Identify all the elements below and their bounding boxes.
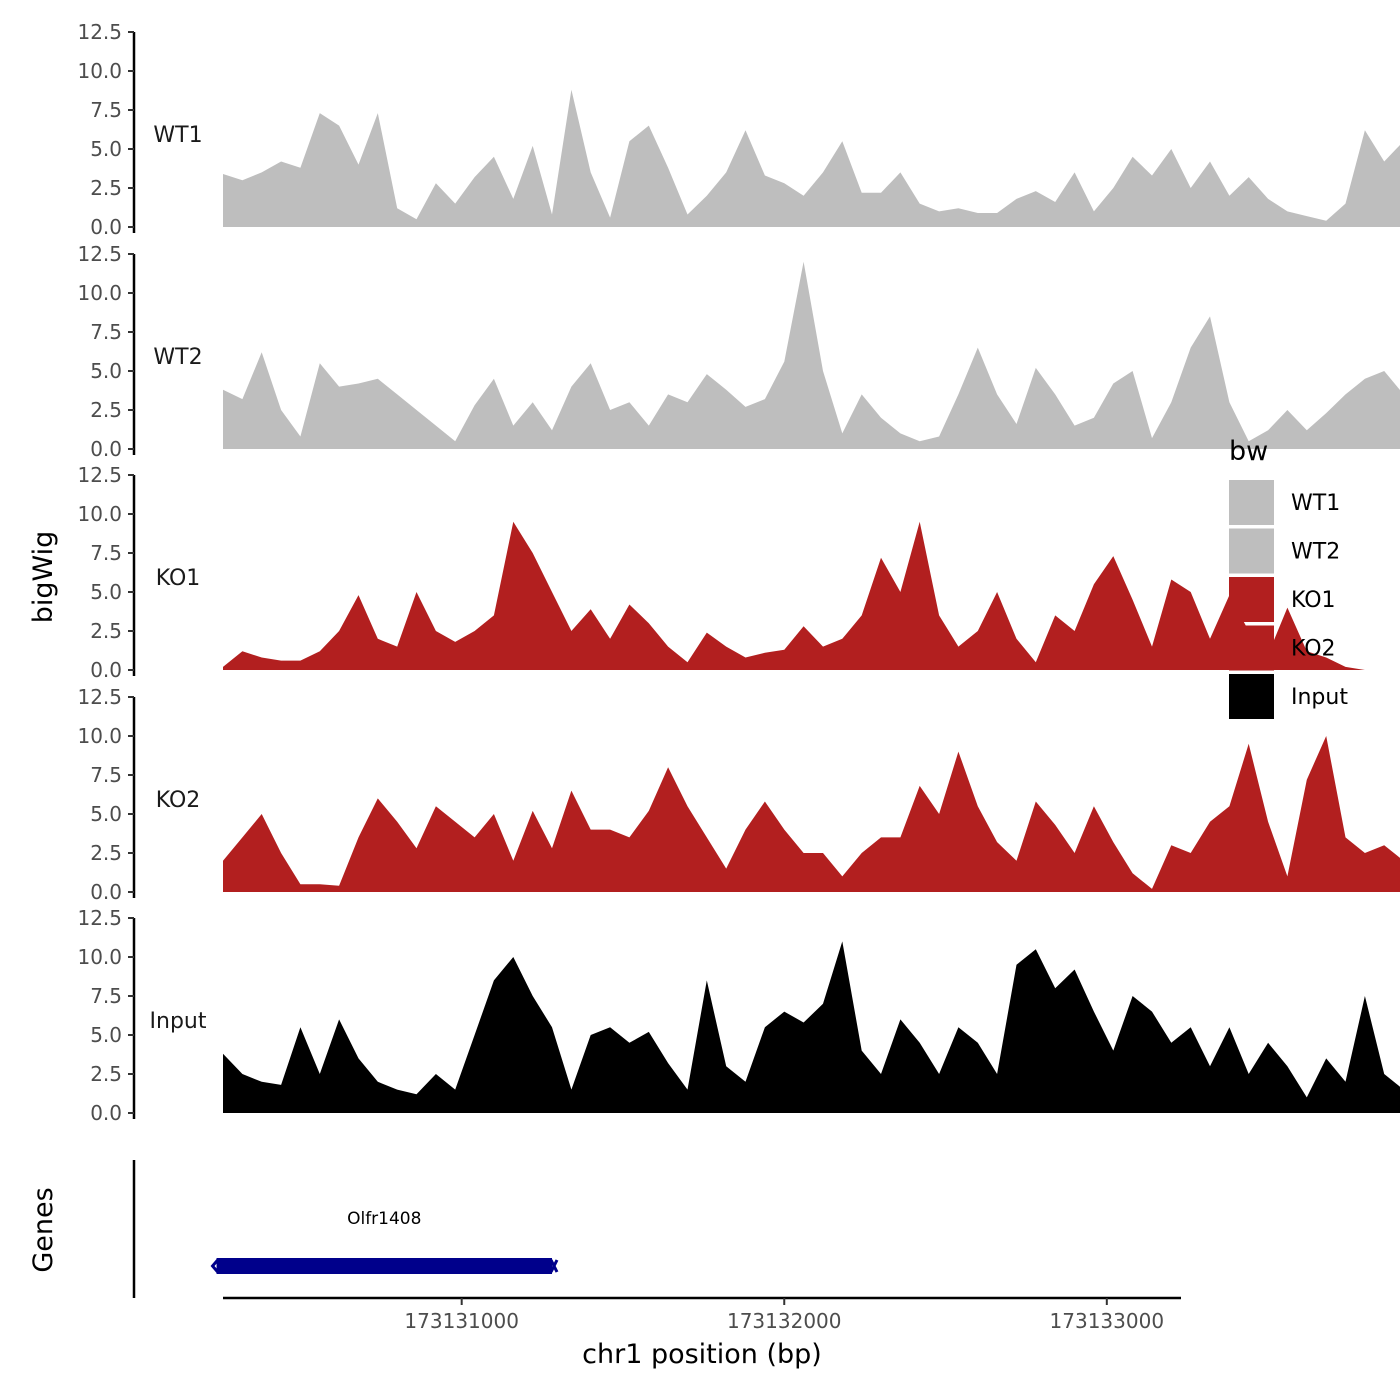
- legend-swatch: [1229, 674, 1274, 719]
- y-tick-label: 2.5: [90, 1062, 122, 1086]
- x-axis: 173131000 173132000 173133000: [223, 1296, 1181, 1333]
- y-tick-label: 5.0: [90, 580, 122, 604]
- y-tick-label: 0.0: [90, 215, 122, 239]
- y-tick-label: 10.0: [77, 724, 122, 748]
- y-tick-label: 12.5: [77, 463, 122, 487]
- track-label: WT2: [153, 345, 202, 370]
- y-tick-label: 5.0: [90, 802, 122, 826]
- legend-title: bw: [1229, 436, 1268, 467]
- gene-track-title: Genes: [28, 1187, 59, 1272]
- track-label: Input: [150, 1009, 207, 1034]
- gene-strand-right-mark: [549, 1259, 559, 1273]
- legend-item-wt1: WT1: [1229, 480, 1340, 525]
- x-tick-label: 173133000: [1050, 1309, 1165, 1333]
- y-tick-label: 10.0: [77, 502, 122, 526]
- y-tick-label: 0.0: [90, 1101, 122, 1125]
- y-tick-label: 10.0: [77, 945, 122, 969]
- legend-item-input: Input: [1229, 674, 1348, 719]
- y-tick-label: 12.5: [77, 685, 122, 709]
- y-tick-label: 7.5: [90, 763, 122, 787]
- gene-track: Olfr1408: [132, 1160, 559, 1298]
- legend-label: KO2: [1291, 637, 1336, 662]
- legend-swatch: [1229, 480, 1274, 525]
- y-tick-label: 10.0: [77, 59, 122, 83]
- area-ko1: [223, 521, 1400, 670]
- y-tick-label: 2.5: [90, 398, 122, 422]
- track-wt1: 0.0 2.5 5.0 7.5 10.0 12.5 WT1: [77, 20, 1400, 239]
- y-tick-label: 0.0: [90, 437, 122, 461]
- y-tick-label: 12.5: [77, 906, 122, 930]
- gene-label: Olfr1408: [347, 1209, 421, 1229]
- y-tick-label: 2.5: [90, 619, 122, 643]
- x-tick-label: 173132000: [727, 1309, 842, 1333]
- legend-item-ko2: KO2: [1229, 625, 1336, 671]
- legend-swatch: [1229, 528, 1274, 574]
- legend-label: KO1: [1291, 588, 1336, 613]
- track-ko1: 0.0 2.5 5.0 7.5 10.0 12.5 KO1: [77, 463, 1400, 682]
- y-tick-label: 0.0: [90, 880, 122, 904]
- legend-item-ko1: KO1: [1229, 577, 1336, 622]
- track-label: KO1: [156, 566, 201, 591]
- area-input: [223, 941, 1400, 1113]
- y-tick-label: 7.5: [90, 98, 122, 122]
- y-tick-label: 5.0: [90, 1023, 122, 1047]
- y-tick-label: 7.5: [90, 984, 122, 1008]
- y-tick-label: 12.5: [77, 20, 122, 44]
- y-tick-label: 0.0: [90, 658, 122, 682]
- legend: bw WT1 WT2 KO1 KO2 Input: [1229, 436, 1348, 719]
- y-tick-label: 7.5: [90, 320, 122, 344]
- y-tick-label: 7.5: [90, 541, 122, 565]
- legend-item-wt2: WT2: [1229, 528, 1340, 574]
- legend-label: WT2: [1291, 540, 1340, 565]
- y-tick-label: 10.0: [77, 281, 122, 305]
- legend-swatch: [1229, 625, 1274, 671]
- track-input: 0.0 2.5 5.0 7.5 10.0 12.5 Input: [77, 906, 1400, 1125]
- legend-label: WT1: [1291, 491, 1340, 516]
- y-tick-label: 5.0: [90, 359, 122, 383]
- gene-olfr1408: Olfr1408: [210, 1209, 559, 1274]
- legend-swatch: [1229, 577, 1274, 622]
- track-label: KO2: [156, 788, 201, 813]
- gene-strand-left-mark: [210, 1258, 220, 1274]
- gene-body: [216, 1258, 553, 1274]
- area-wt2: [223, 261, 1400, 449]
- track-label: WT1: [153, 123, 202, 148]
- track-ko2: 0.0 2.5 5.0 7.5 10.0 12.5 KO2: [77, 685, 1400, 904]
- y-tick-label: 2.5: [90, 176, 122, 200]
- track-wt2: 0.0 2.5 5.0 7.5 10.0 12.5 WT2: [77, 242, 1400, 461]
- bigwig-tracks: 0.0 2.5 5.0 7.5 10.0 12.5 WT1 0.0 2.5 5.0 7.5 10.0 1…: [77, 20, 1400, 1125]
- legend-label: Input: [1291, 685, 1348, 710]
- x-tick-label: 173131000: [404, 1309, 519, 1333]
- y-tick-label: 5.0: [90, 137, 122, 161]
- area-ko2: [223, 736, 1400, 892]
- area-wt1: [223, 89, 1400, 227]
- y-tick-label: 2.5: [90, 841, 122, 865]
- y-tick-label: 12.5: [77, 242, 122, 266]
- x-axis-title: chr1 position (bp): [582, 1339, 822, 1370]
- y-axis-title: bigWig: [28, 531, 59, 624]
